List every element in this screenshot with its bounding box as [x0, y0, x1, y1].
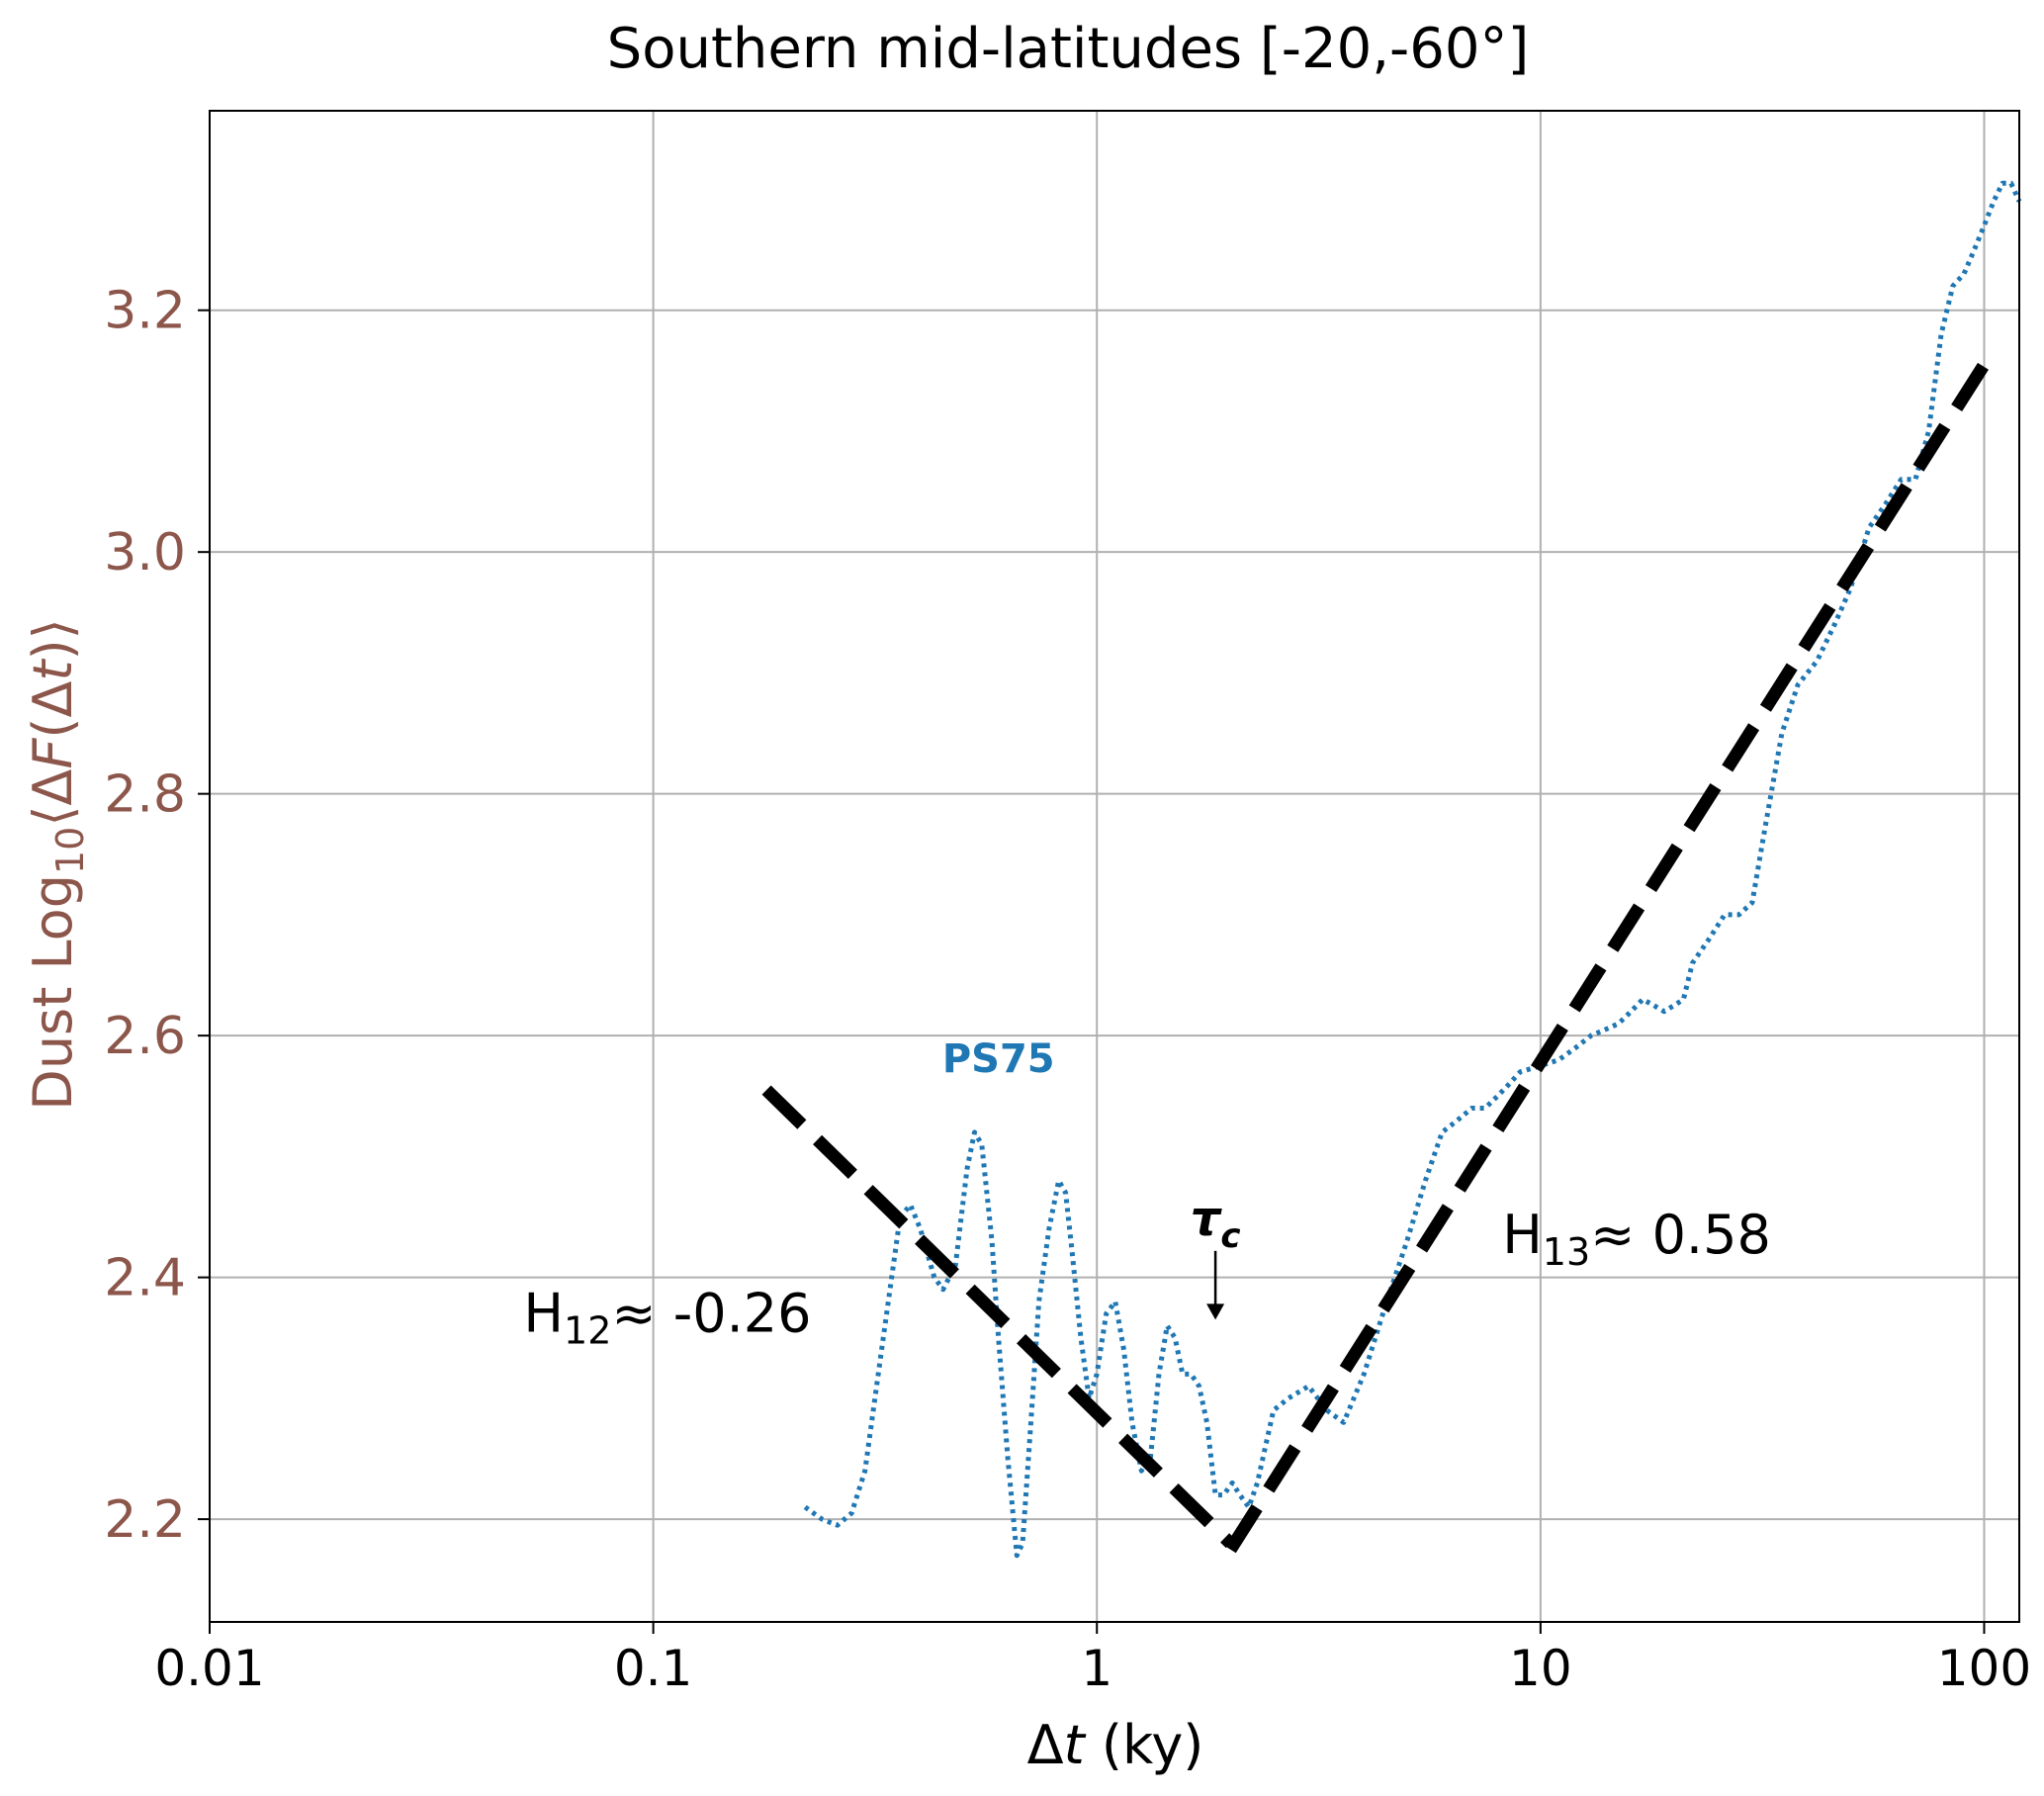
- series-line-fit-h12: [761, 1085, 1235, 1549]
- x-tick-label: 0.01: [154, 1640, 264, 1697]
- y-tick-label: 3.2: [104, 282, 186, 341]
- annotation-h13: H13≈ 0.58: [1502, 1204, 1771, 1274]
- y-tick-label: 2.6: [104, 1007, 186, 1066]
- x-axis-label: Δt (ky): [1027, 1714, 1204, 1776]
- y-tick-label: 2.8: [104, 765, 186, 825]
- x-axis-label-symbol: Δ: [1027, 1714, 1064, 1776]
- x-axis-label-unit: (ky): [1085, 1714, 1204, 1776]
- x-tick-label: 100: [1937, 1640, 2031, 1697]
- x-tick-label: 0.1: [614, 1640, 693, 1697]
- series-label-ps75: PS75: [942, 1036, 1055, 1082]
- plot-frame: [209, 110, 2020, 1623]
- series-line-fit-h13: [1224, 361, 1990, 1554]
- y-axis-label-close: )⟩: [22, 618, 84, 660]
- tau-arrow-head: [1206, 1303, 1225, 1320]
- y-axis-label-arg: (Δ: [22, 681, 84, 739]
- annotation-tau-c: τc: [1191, 1192, 1241, 1256]
- series-line-ps75: [803, 180, 2022, 1559]
- chart-title: Southern mid-latitudes [-20,-60°]: [607, 17, 1530, 81]
- y-tick-label: 2.4: [104, 1249, 186, 1308]
- y-axis-label-prefix: Dust Log: [22, 874, 84, 1111]
- x-axis-label-var: t: [1064, 1714, 1087, 1776]
- annotations: H12≈ -0.26 H13≈ 0.58 τc: [523, 1192, 1770, 1353]
- ticks: 0.01 0.1 1 10 100 2.2 2.4 2.6 2.8 3.0 3.2: [104, 282, 2031, 1697]
- annotation-h12: H12≈ -0.26: [523, 1283, 811, 1353]
- grid: [209, 111, 2019, 1622]
- y-axis-label-open: ⟨Δ: [22, 769, 84, 827]
- x-tick-label: 10: [1509, 1640, 1572, 1697]
- y-tick-label: 3.0: [104, 523, 186, 583]
- y-tick-label: 2.2: [104, 1490, 186, 1550]
- y-axis-label-var: t: [22, 659, 84, 681]
- y-axis-label-func: F: [22, 738, 84, 769]
- series-layer: PS75: [761, 180, 2022, 1559]
- y-axis-label-sub: 10: [48, 827, 92, 874]
- y-axis-label: Dust Log10⟨ΔF(Δt)⟩: [22, 618, 92, 1111]
- x-tick-label: 1: [1081, 1640, 1112, 1697]
